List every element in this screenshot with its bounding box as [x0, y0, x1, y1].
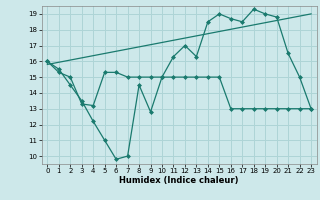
X-axis label: Humidex (Indice chaleur): Humidex (Indice chaleur)	[119, 176, 239, 185]
